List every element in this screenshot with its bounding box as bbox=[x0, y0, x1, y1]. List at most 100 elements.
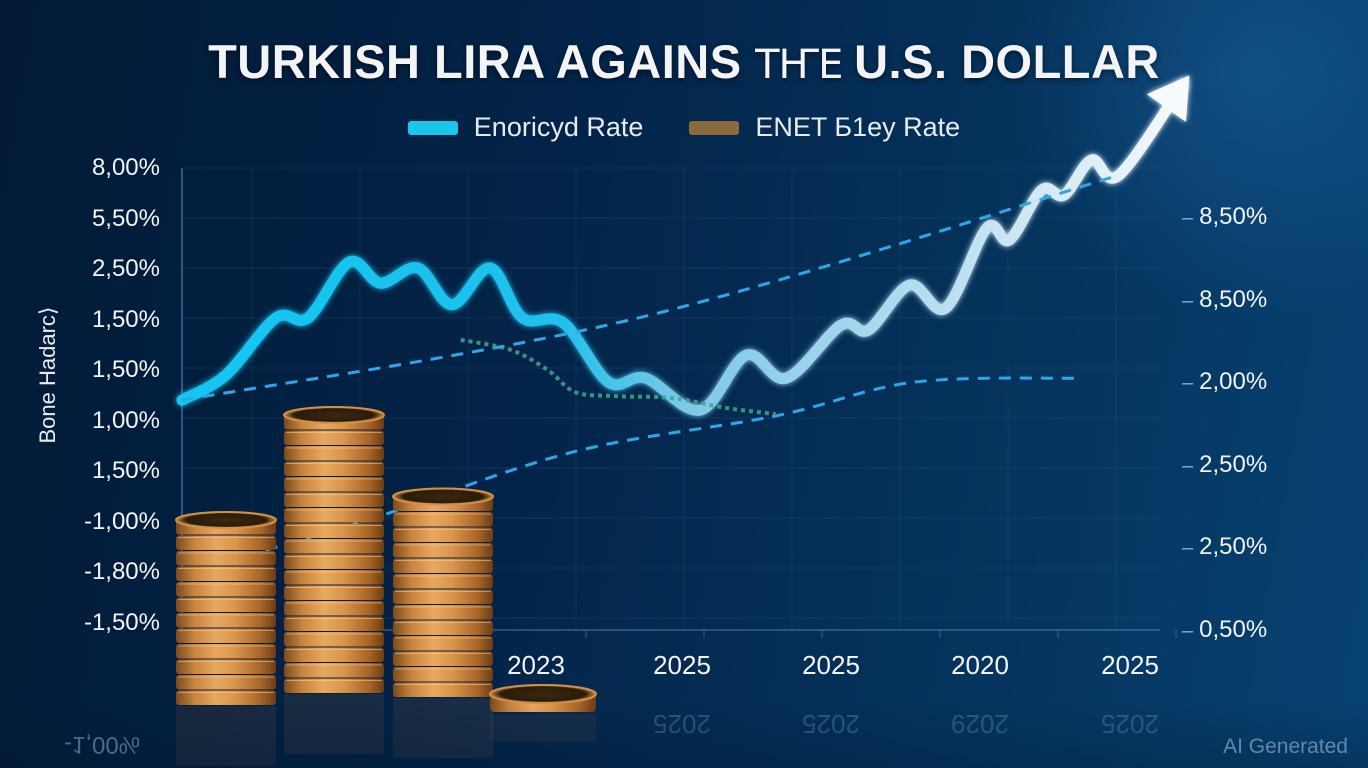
y-tick-left: 1,00% bbox=[91, 406, 160, 434]
coin bbox=[284, 523, 384, 538]
title-part-3: U.S. DOLLAR bbox=[854, 35, 1160, 88]
legend-swatch-bronze bbox=[689, 120, 740, 135]
coin bbox=[393, 558, 493, 573]
y-tick-right-label: 2,50% bbox=[1199, 533, 1268, 560]
y-tick-left: 1,50% bbox=[91, 305, 160, 333]
arrow-layer bbox=[1146, 75, 1190, 122]
y-tick-left: 1,50% bbox=[91, 356, 160, 383]
coin bbox=[393, 574, 493, 589]
y-tick-right-label: 8,50% bbox=[1199, 285, 1268, 313]
coin-stacks bbox=[175, 406, 597, 766]
x-tick-label: 2025 bbox=[802, 650, 860, 680]
coin bbox=[284, 508, 384, 523]
coin bbox=[284, 477, 384, 492]
coin bbox=[176, 551, 276, 566]
coin bbox=[176, 644, 276, 659]
y-tick-left: 1,50% bbox=[91, 457, 160, 484]
coin bbox=[284, 570, 384, 585]
coin-reflection bbox=[176, 706, 276, 766]
coin bbox=[284, 539, 384, 554]
watermark: AI Generated bbox=[1223, 735, 1348, 758]
coin-reflection bbox=[284, 694, 384, 754]
coin-stack bbox=[283, 406, 385, 754]
legend-item-enoricyd: Enoricyd Rate bbox=[407, 112, 644, 143]
title-part-2: TҤE bbox=[755, 42, 855, 88]
coin bbox=[284, 446, 384, 461]
coin bbox=[393, 512, 493, 527]
coin bbox=[176, 613, 276, 628]
coin bbox=[393, 682, 493, 697]
coin-reflection bbox=[490, 714, 596, 742]
coin bbox=[176, 690, 276, 705]
legend-label: ENET Б1ey Rate bbox=[755, 112, 961, 142]
legend-label: Enoricyd Rate bbox=[473, 112, 644, 142]
y-tick-left: -1,00% bbox=[83, 507, 160, 535]
tick-dash: – bbox=[1182, 289, 1194, 312]
coin bbox=[284, 430, 384, 445]
y-tick-right-label: 2,50% bbox=[1199, 450, 1268, 478]
series-enet-1ey-rate-line bbox=[460, 337, 776, 417]
coin bbox=[284, 632, 384, 647]
coin bbox=[393, 543, 493, 558]
chart-title: TURKISH LIRA AGAINS TҤE U.S. DOLLAR bbox=[0, 34, 1368, 89]
coin bbox=[393, 636, 493, 651]
y-tick-left: -1,80% bbox=[83, 558, 160, 585]
arrowhead-icon bbox=[1146, 75, 1190, 122]
y-tick-left: 8,00% bbox=[91, 154, 160, 181]
y-tick-left: 2,50% bbox=[91, 255, 160, 282]
coin bbox=[284, 647, 384, 662]
coin bbox=[284, 616, 384, 631]
y-tick-right-label: 8,50% bbox=[1199, 203, 1268, 230]
tick-dash: – bbox=[1182, 207, 1194, 229]
y-tick-right: –2,00% bbox=[1182, 368, 1267, 396]
y-tick-reflection: -1,00% bbox=[64, 731, 141, 758]
x-tick-label: 2023 bbox=[507, 650, 565, 680]
tick-dash: – bbox=[1182, 619, 1194, 642]
coin bbox=[176, 582, 276, 597]
coin bbox=[176, 628, 276, 643]
tick-dash: – bbox=[1182, 372, 1194, 394]
coin bbox=[176, 535, 276, 550]
y-tick-right: –8,50% bbox=[1182, 286, 1267, 314]
legend: Enoricyd Rate ENET Б1ey Rate bbox=[0, 112, 1368, 143]
x-tick-label: 2020 bbox=[951, 650, 1009, 680]
coin bbox=[176, 659, 276, 674]
coin bbox=[393, 667, 493, 682]
coin-stack bbox=[175, 511, 277, 766]
coin bbox=[284, 461, 384, 476]
tick-dash: – bbox=[1182, 537, 1194, 559]
y-tick-right: –2,50% bbox=[1182, 533, 1267, 561]
y-tick-left: -1,50% bbox=[83, 608, 160, 636]
coin bbox=[393, 620, 493, 635]
coin bbox=[176, 566, 276, 581]
coin bbox=[284, 492, 384, 507]
coin-single bbox=[489, 684, 597, 742]
legend-item-enet: ENET Б1ey Rate bbox=[689, 112, 960, 143]
x-tick-label: 2025 bbox=[1101, 650, 1159, 680]
y-tick-right: –2,50% bbox=[1182, 451, 1267, 479]
coin bbox=[393, 527, 493, 542]
coin bbox=[284, 585, 384, 600]
coin bbox=[284, 554, 384, 569]
coin bbox=[284, 678, 384, 693]
coin bbox=[284, 601, 384, 616]
coin bbox=[393, 589, 493, 604]
coin-top bbox=[283, 406, 385, 424]
y-tick-right: –8,50% bbox=[1182, 203, 1267, 231]
tick-dash: – bbox=[1182, 454, 1194, 477]
y-tick-right-label: 2,00% bbox=[1199, 368, 1268, 395]
title-part-1: TURKISH LIRA AGAINS bbox=[208, 35, 756, 88]
legend-swatch-cyan bbox=[407, 120, 458, 135]
coin-reflection bbox=[393, 698, 493, 758]
y-tick-right: –0,50% bbox=[1182, 616, 1267, 644]
y-tick-left: 5,50% bbox=[91, 204, 160, 232]
series-enoricyd-rate-line bbox=[176, 79, 1188, 416]
coin-top bbox=[489, 684, 597, 704]
coin bbox=[176, 675, 276, 690]
series-upper-trend-line bbox=[181, 173, 1120, 402]
coin bbox=[393, 651, 493, 666]
y-tick-right-label: 0,50% bbox=[1199, 615, 1268, 643]
coin bbox=[176, 597, 276, 612]
